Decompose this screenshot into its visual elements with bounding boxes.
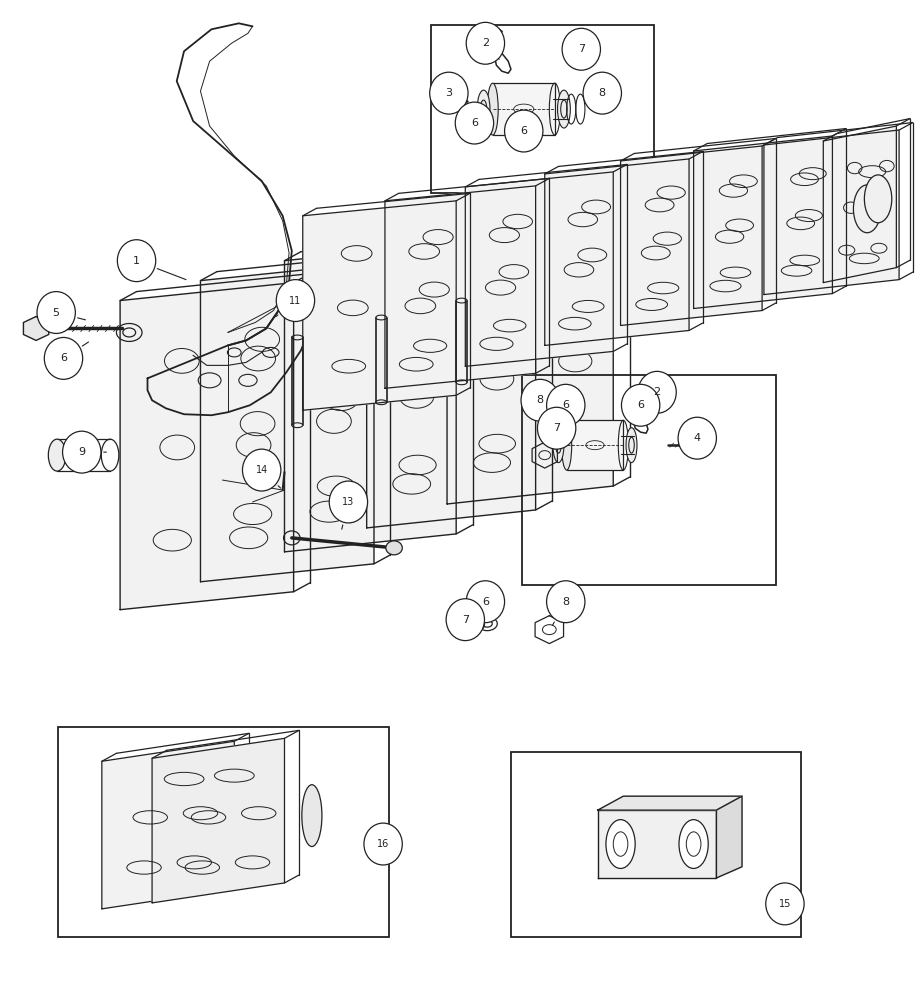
Text: 11: 11 (289, 296, 301, 306)
Text: 16: 16 (377, 839, 389, 849)
Polygon shape (201, 263, 374, 582)
Bar (701, 441, 706, 449)
Bar (511, 752, 802, 937)
Circle shape (62, 431, 101, 473)
Text: 8: 8 (599, 88, 605, 98)
Bar (431, 25, 654, 193)
Polygon shape (366, 231, 536, 528)
Polygon shape (24, 317, 49, 340)
Ellipse shape (386, 541, 402, 555)
Ellipse shape (49, 439, 66, 471)
Polygon shape (716, 796, 742, 878)
Polygon shape (120, 283, 294, 610)
Circle shape (621, 384, 660, 426)
Text: 6: 6 (471, 118, 478, 128)
Ellipse shape (302, 785, 322, 847)
Circle shape (44, 337, 82, 379)
Polygon shape (598, 810, 716, 878)
Circle shape (505, 110, 543, 152)
Bar (522, 375, 776, 585)
Polygon shape (620, 146, 762, 325)
Text: 6: 6 (482, 597, 489, 607)
Ellipse shape (626, 428, 637, 463)
Polygon shape (598, 796, 742, 810)
Circle shape (466, 581, 505, 623)
Text: 6: 6 (60, 353, 67, 363)
Circle shape (466, 22, 505, 64)
Polygon shape (285, 243, 456, 552)
Polygon shape (764, 130, 900, 295)
Text: 8: 8 (537, 395, 544, 405)
Ellipse shape (865, 175, 892, 223)
Circle shape (547, 581, 585, 623)
Ellipse shape (854, 185, 881, 233)
Circle shape (430, 72, 468, 114)
Circle shape (455, 102, 494, 144)
Polygon shape (823, 126, 897, 283)
Circle shape (277, 280, 314, 321)
Circle shape (547, 384, 585, 426)
Polygon shape (152, 738, 285, 903)
Bar (493, 83, 555, 135)
Bar (434, 98, 440, 104)
Polygon shape (385, 186, 536, 388)
Circle shape (538, 407, 576, 449)
Text: 15: 15 (779, 899, 791, 909)
Circle shape (446, 599, 485, 641)
Circle shape (678, 417, 716, 459)
Text: 7: 7 (553, 423, 561, 433)
Text: 13: 13 (343, 497, 354, 507)
Circle shape (37, 292, 75, 333)
Polygon shape (303, 201, 456, 410)
Ellipse shape (477, 90, 490, 128)
Ellipse shape (558, 90, 571, 128)
Text: 3: 3 (445, 88, 453, 98)
Circle shape (364, 823, 402, 865)
Ellipse shape (487, 83, 498, 135)
Circle shape (766, 883, 804, 925)
Ellipse shape (679, 820, 708, 868)
Text: 6: 6 (520, 126, 528, 136)
Polygon shape (545, 159, 689, 345)
Text: 5: 5 (53, 308, 60, 318)
Ellipse shape (606, 820, 635, 868)
Text: 2: 2 (653, 387, 660, 397)
Text: 7: 7 (462, 615, 469, 625)
Text: 14: 14 (256, 465, 267, 475)
Text: 4: 4 (693, 433, 701, 443)
Text: 8: 8 (562, 597, 570, 607)
Text: 6: 6 (562, 400, 569, 410)
Ellipse shape (553, 428, 564, 463)
Circle shape (243, 449, 281, 491)
Text: 6: 6 (638, 400, 644, 410)
Text: 7: 7 (578, 44, 584, 54)
Polygon shape (693, 136, 833, 309)
Text: 1: 1 (133, 256, 140, 266)
Circle shape (638, 371, 676, 413)
Text: 2: 2 (482, 38, 489, 48)
Circle shape (583, 72, 621, 114)
Polygon shape (465, 172, 613, 366)
Bar (567, 420, 623, 470)
Text: 9: 9 (78, 447, 85, 457)
Circle shape (329, 481, 367, 523)
Polygon shape (447, 219, 613, 504)
Bar (58, 727, 388, 937)
Circle shape (117, 240, 156, 282)
Ellipse shape (562, 420, 572, 470)
Polygon shape (102, 741, 234, 909)
Circle shape (521, 379, 560, 421)
Circle shape (562, 28, 601, 70)
